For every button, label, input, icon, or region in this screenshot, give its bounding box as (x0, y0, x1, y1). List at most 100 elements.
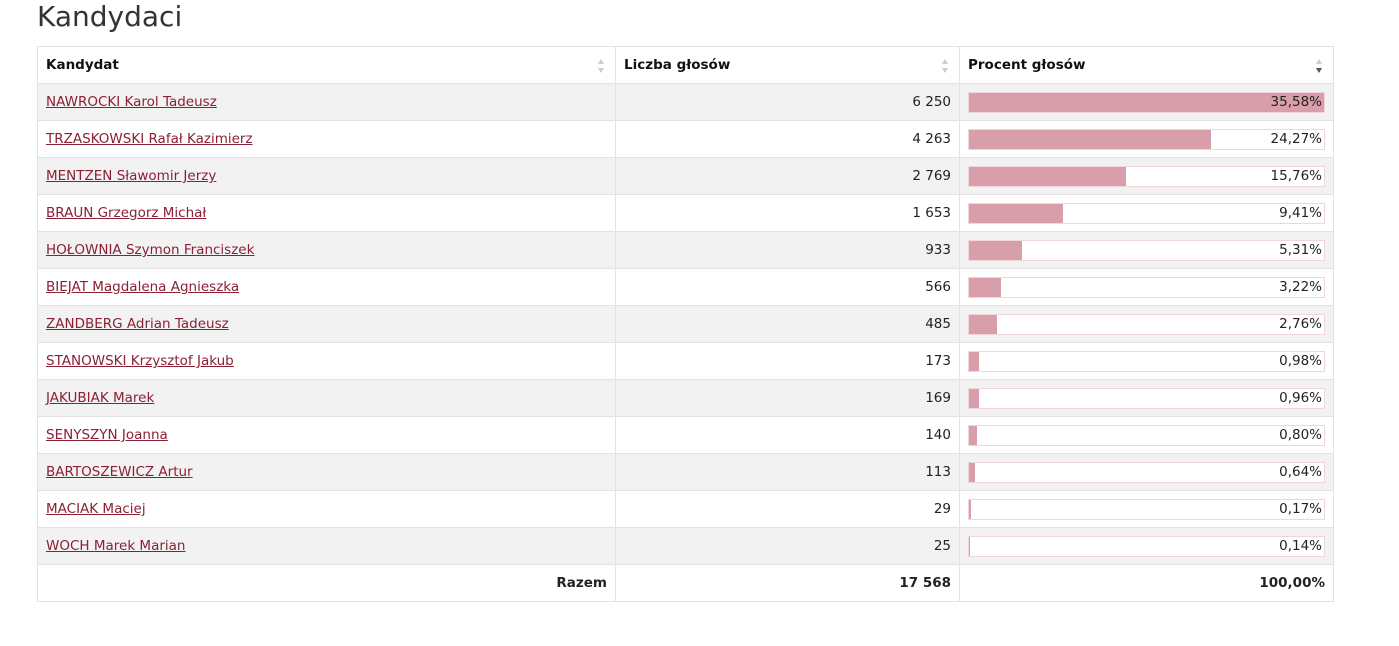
percent-bar-fill (969, 240, 1022, 260)
percent-label: 0,98% (1279, 352, 1322, 369)
percent-bar: 9,41% (968, 202, 1325, 224)
column-header-candidate[interactable]: Kandydat (37, 46, 616, 84)
percent-bar: 24,27% (968, 128, 1325, 150)
candidate-cell: ZANDBERG Adrian Tadeusz (37, 305, 616, 343)
candidate-cell: TRZASKOWSKI Rafał Kazimierz (37, 120, 616, 158)
percent-bar-fill (969, 388, 979, 408)
candidate-link[interactable]: TRZASKOWSKI Rafał Kazimierz (46, 131, 253, 147)
votes-cell: 2 769 (615, 157, 960, 195)
table-row: BRAUN Grzegorz Michał 1 653 9,41% (37, 194, 1334, 232)
sort-both-icon (942, 59, 948, 73)
percent-label: 15,76% (1270, 167, 1322, 184)
percent-bar-fill (969, 92, 1324, 112)
percent-label: 0,80% (1279, 426, 1322, 443)
votes-cell: 173 (615, 342, 960, 380)
candidate-cell: NAWROCKI Karol Tadeusz (37, 83, 616, 121)
percent-cell: 0,64% (959, 453, 1334, 491)
column-header-votes-label: Liczba głosów (624, 57, 731, 73)
percent-label: 24,27% (1270, 130, 1322, 147)
percent-bar: 35,58% (968, 91, 1325, 113)
total-row: Razem 17 568 100,00% (37, 564, 1334, 602)
percent-cell: 0,98% (959, 342, 1334, 380)
table-header-row: Kandydat Liczba głosów Procent głosów (37, 46, 1334, 84)
votes-cell: 113 (615, 453, 960, 491)
candidate-link[interactable]: BRAUN Grzegorz Michał (46, 205, 207, 221)
percent-cell: 3,22% (959, 268, 1334, 306)
sort-descending-icon (1316, 59, 1322, 73)
candidate-cell: BIEJAT Magdalena Agnieszka (37, 268, 616, 306)
candidate-cell: BARTOSZEWICZ Artur (37, 453, 616, 491)
percent-bar-fill (969, 314, 997, 334)
votes-cell: 4 263 (615, 120, 960, 158)
column-header-percent[interactable]: Procent głosów (959, 46, 1334, 84)
percent-label: 0,14% (1279, 537, 1322, 554)
candidate-link[interactable]: BIEJAT Magdalena Agnieszka (46, 279, 240, 295)
table-row: WOCH Marek Marian 25 0,14% (37, 527, 1334, 565)
votes-cell: 566 (615, 268, 960, 306)
percent-label: 5,31% (1279, 241, 1322, 258)
votes-cell: 29 (615, 490, 960, 528)
candidate-link[interactable]: MENTZEN Sławomir Jerzy (46, 168, 217, 184)
candidate-link[interactable]: NAWROCKI Karol Tadeusz (46, 94, 217, 110)
percent-bar: 0,96% (968, 387, 1325, 409)
column-header-percent-label: Procent głosów (968, 57, 1086, 73)
table-row: HOŁOWNIA Szymon Franciszek 933 5,31% (37, 231, 1334, 269)
candidate-link[interactable]: JAKUBIAK Marek (46, 390, 155, 406)
percent-label: 0,17% (1279, 500, 1322, 517)
table-row: BARTOSZEWICZ Artur 113 0,64% (37, 453, 1334, 491)
percent-bar: 15,76% (968, 165, 1325, 187)
candidate-link[interactable]: BARTOSZEWICZ Artur (46, 464, 193, 480)
candidate-cell: HOŁOWNIA Szymon Franciszek (37, 231, 616, 269)
percent-bar: 0,80% (968, 424, 1325, 446)
percent-cell: 0,17% (959, 490, 1334, 528)
votes-cell: 25 (615, 527, 960, 565)
percent-bar-fill (969, 277, 1002, 297)
percent-cell: 0,80% (959, 416, 1334, 454)
percent-bar-fill (969, 203, 1063, 223)
percent-cell: 35,58% (959, 83, 1334, 121)
percent-bar: 2,76% (968, 313, 1325, 335)
percent-cell: 5,31% (959, 231, 1334, 269)
percent-cell: 24,27% (959, 120, 1334, 158)
table-row: TRZASKOWSKI Rafał Kazimierz 4 263 24,27% (37, 120, 1334, 158)
percent-bar-fill (969, 462, 976, 482)
percent-label: 0,64% (1279, 463, 1322, 480)
candidates-table: Kandydat Liczba głosów Procent głosów NA… (37, 46, 1334, 602)
votes-cell: 6 250 (615, 83, 960, 121)
percent-bar-fill (969, 129, 1212, 149)
candidate-link[interactable]: STANOWSKI Krzysztof Jakub (46, 353, 234, 369)
percent-bar: 3,22% (968, 276, 1325, 298)
total-votes: 17 568 (615, 564, 960, 602)
votes-cell: 485 (615, 305, 960, 343)
candidate-cell: MACIAK Maciej (37, 490, 616, 528)
candidate-link[interactable]: SENYSZYN Joanna (46, 427, 168, 443)
candidate-cell: MENTZEN Sławomir Jerzy (37, 157, 616, 195)
candidate-cell: STANOWSKI Krzysztof Jakub (37, 342, 616, 380)
percent-label: 35,58% (1270, 93, 1322, 110)
votes-cell: 140 (615, 416, 960, 454)
percent-cell: 0,14% (959, 527, 1334, 565)
candidate-cell: JAKUBIAK Marek (37, 379, 616, 417)
percent-cell: 9,41% (959, 194, 1334, 232)
percent-bar: 0,64% (968, 461, 1325, 483)
percent-label: 3,22% (1279, 278, 1322, 295)
percent-bar: 0,17% (968, 498, 1325, 520)
candidate-link[interactable]: ZANDBERG Adrian Tadeusz (46, 316, 229, 332)
candidate-cell: SENYSZYN Joanna (37, 416, 616, 454)
table-row: MENTZEN Sławomir Jerzy 2 769 15,76% (37, 157, 1334, 195)
percent-bar-fill (969, 351, 979, 371)
percent-bar: 0,14% (968, 535, 1325, 557)
column-header-votes[interactable]: Liczba głosów (615, 46, 960, 84)
table-row: ZANDBERG Adrian Tadeusz 485 2,76% (37, 305, 1334, 343)
sort-both-icon (598, 59, 604, 73)
percent-label: 9,41% (1279, 204, 1322, 221)
votes-cell: 933 (615, 231, 960, 269)
percent-bar: 0,98% (968, 350, 1325, 372)
page-title: Kandydaci (37, 0, 183, 33)
percent-bar: 5,31% (968, 239, 1325, 261)
votes-cell: 169 (615, 379, 960, 417)
candidate-link[interactable]: HOŁOWNIA Szymon Franciszek (46, 242, 255, 258)
percent-cell: 0,96% (959, 379, 1334, 417)
candidate-link[interactable]: MACIAK Maciej (46, 501, 146, 517)
candidate-link[interactable]: WOCH Marek Marian (46, 538, 186, 554)
